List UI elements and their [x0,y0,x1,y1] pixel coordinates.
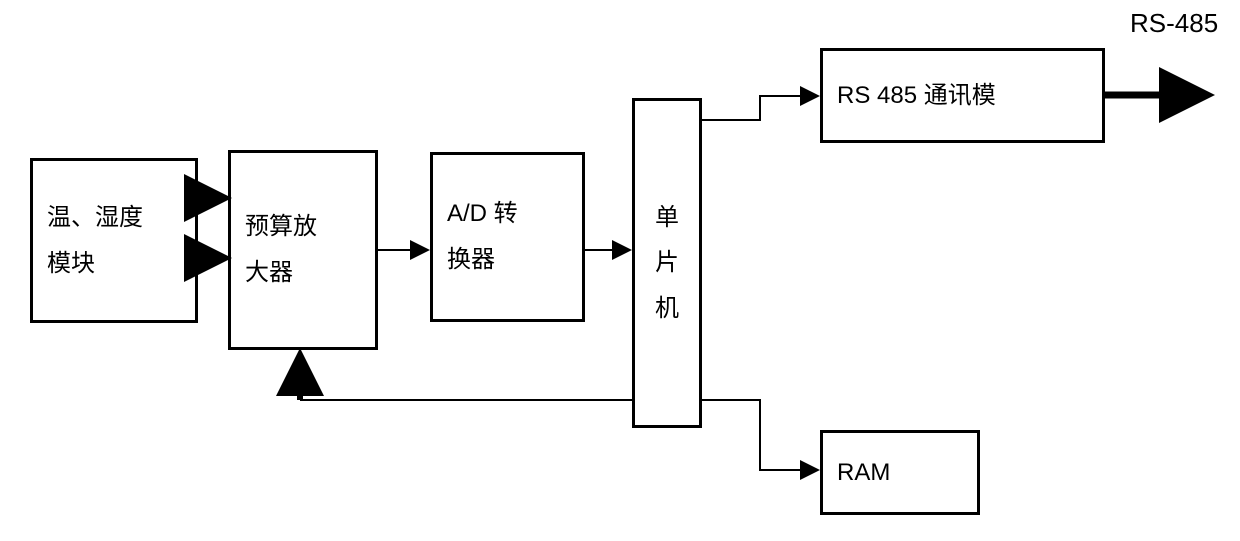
text-line: 预算放 [245,204,361,250]
text-line: 单 [655,195,679,241]
edge-mcu-rs485 [702,96,818,120]
text-line: 换器 [447,237,568,283]
text-line: 模块 [47,241,181,287]
block-mcu: 单 片 机 [632,98,702,428]
text-line: 温、湿度 [47,195,181,241]
block-adc: A/D 转 换器 [430,152,585,322]
block-temp-humidity: 温、湿度 模块 [30,158,198,323]
block-ram: RAM [820,430,980,515]
text-line: RS 485 通讯模 [837,73,1088,119]
text-line: 机 [655,286,679,332]
text-line: A/D 转 [447,191,568,237]
block-preamp: 预算放 大器 [228,150,378,350]
edge-mcu-ram [702,400,818,470]
label-rs485: RS-485 [1130,8,1218,39]
text-line: 大器 [245,250,361,296]
block-rs485: RS 485 通讯模 [820,48,1105,143]
text-line: RAM [837,450,963,496]
text-line: 片 [655,240,679,286]
